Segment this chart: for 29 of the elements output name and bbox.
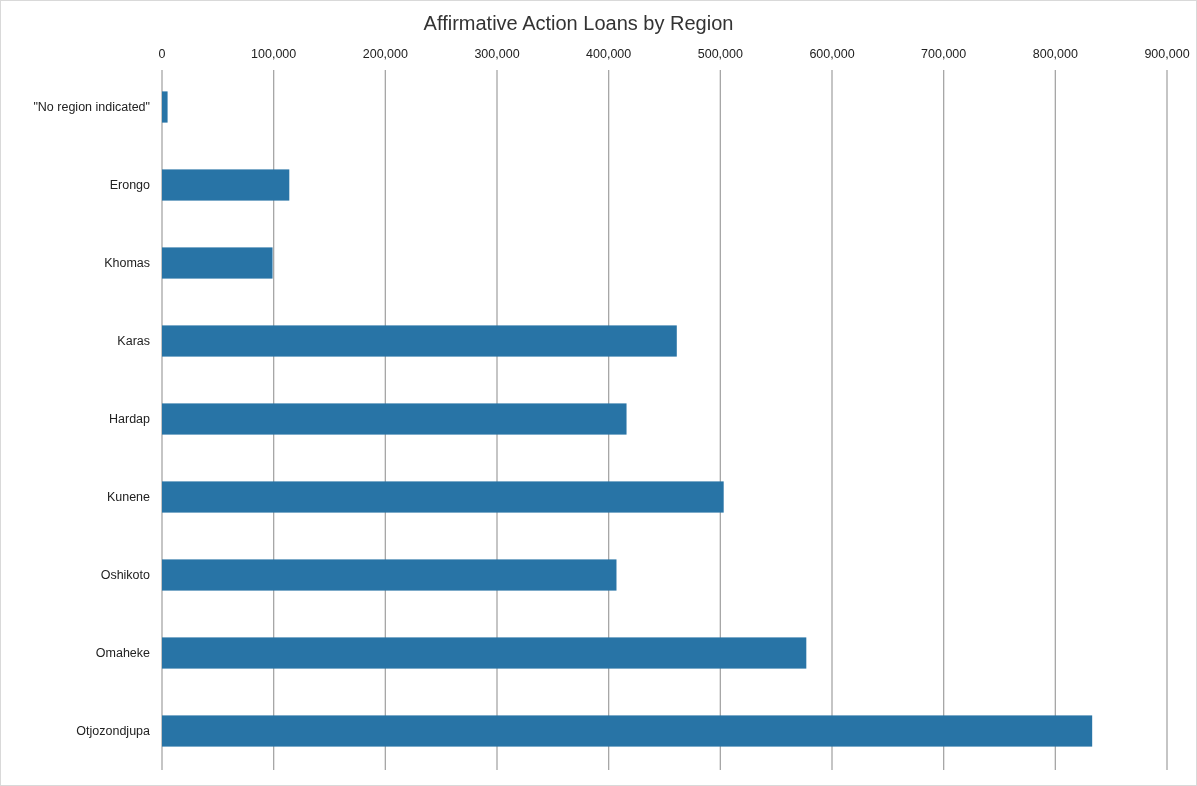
x-tick-label: 800,000 — [1032, 47, 1078, 61]
bar — [162, 91, 168, 123]
bar — [162, 325, 677, 357]
y-tick-label: Karas — [117, 334, 150, 349]
bar — [162, 559, 617, 591]
bar — [162, 403, 627, 435]
bar — [162, 169, 290, 201]
x-tick-label: 500,000 — [697, 47, 743, 61]
bar — [162, 637, 807, 669]
y-tick-label: Hardap — [109, 412, 151, 427]
x-tick-label: 900,000 — [1144, 47, 1190, 61]
y-tick-label: "No region indicated" — [33, 100, 150, 115]
y-tick-label: Omaheke — [95, 646, 151, 661]
x-tick-label: 0 — [158, 47, 166, 61]
y-tick-label: Khomas — [104, 256, 150, 271]
y-tick-label: Erongo — [109, 178, 151, 193]
y-tick-label: Kunene — [106, 490, 151, 505]
x-tick-label: 300,000 — [474, 47, 520, 61]
chart-title: Affirmative Action Loans by Region — [423, 12, 734, 34]
x-tick-label: 200,000 — [362, 47, 408, 61]
x-tick-label: 400,000 — [586, 47, 632, 61]
bar — [162, 481, 724, 513]
x-tick-label: 600,000 — [809, 47, 855, 61]
bar — [162, 247, 273, 279]
y-tick-label: Oshikoto — [100, 568, 151, 583]
y-tick-label: Otjozondjupa — [76, 724, 151, 739]
x-tick-label: 700,000 — [921, 47, 967, 61]
x-tick-label: 100,000 — [251, 47, 297, 61]
bar — [162, 715, 1093, 747]
